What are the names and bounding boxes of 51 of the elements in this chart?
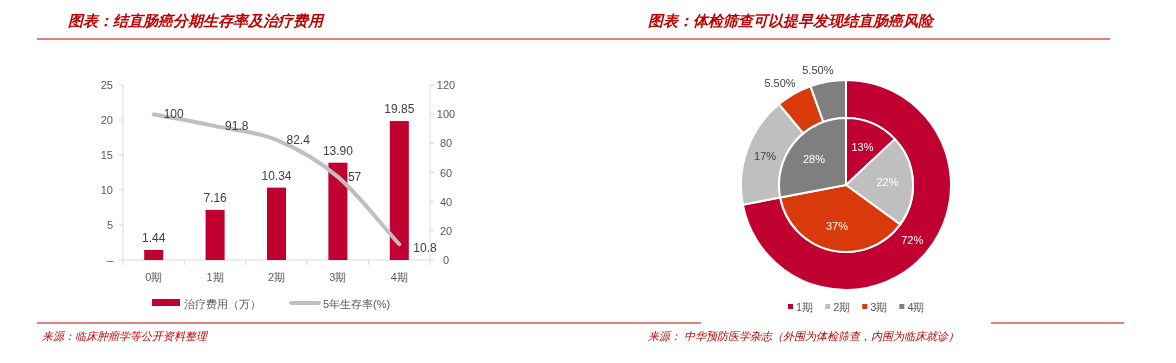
y-tick-label: 15 bbox=[100, 149, 113, 161]
source-note: 来源：临床肿瘤学等公开资料整理 bbox=[42, 330, 209, 342]
x-tick-label: 1期 bbox=[206, 271, 224, 283]
data-label: 37% bbox=[825, 219, 849, 232]
y2-tick-label: 120 bbox=[436, 79, 456, 91]
bar bbox=[266, 187, 287, 260]
data-label: 100 bbox=[163, 107, 185, 122]
y2-tick-label: 20 bbox=[439, 224, 453, 237]
data-label: 13% bbox=[851, 140, 874, 153]
bar bbox=[144, 249, 164, 260]
data-label: 82.4 bbox=[286, 132, 311, 147]
y-tick-label: – bbox=[106, 254, 114, 266]
y-tick-label: 20 bbox=[100, 114, 113, 126]
bar bbox=[205, 209, 225, 260]
y2-tick-label: 80 bbox=[439, 137, 453, 150]
bar bbox=[389, 121, 409, 260]
y-tick-label: 5 bbox=[106, 219, 113, 231]
y2-tick-label: 100 bbox=[436, 108, 456, 121]
y-tick-label: 10 bbox=[100, 184, 113, 196]
data-label: 10.34 bbox=[261, 168, 292, 183]
legend-label: 5年生存率(%) bbox=[323, 298, 391, 310]
data-label: 1.44 bbox=[142, 230, 166, 245]
legend-label: 3期 bbox=[870, 301, 888, 313]
data-label: 17% bbox=[754, 149, 777, 162]
x-tick-label: 2期 bbox=[267, 271, 286, 283]
y-tick-label: 25 bbox=[100, 79, 113, 91]
legend-label: 治疗费用（万） bbox=[184, 298, 261, 310]
data-label: 28% bbox=[802, 152, 826, 165]
x-tick-label: 0期 bbox=[145, 271, 163, 283]
chart-title: 图表：体检筛查可以提早发现结直肠癌风险 bbox=[648, 12, 935, 29]
data-label: 91.8 bbox=[225, 119, 249, 134]
data-label: 19.85 bbox=[384, 102, 415, 117]
data-label: 72% bbox=[901, 233, 924, 246]
data-label: 57 bbox=[347, 169, 362, 184]
data-label: 7.16 bbox=[203, 190, 228, 205]
legend-label: 4期 bbox=[907, 301, 925, 313]
data-label: 10.8 bbox=[413, 241, 437, 256]
data-label: 5.50% bbox=[764, 77, 796, 90]
x-tick-label: 3期 bbox=[329, 271, 347, 283]
legend-label: 1期 bbox=[796, 301, 814, 313]
y2-tick-label: 60 bbox=[439, 166, 453, 179]
chart-title: 图表：结直肠癌分期生存率及治疗费用 bbox=[68, 12, 325, 29]
bar bbox=[328, 162, 348, 260]
y2-tick-label: 0 bbox=[442, 254, 450, 266]
data-label: 5.50% bbox=[802, 63, 834, 76]
source-note: 来源： 中华预防医学杂志（外围为体检筛查，内围为临床就诊） bbox=[648, 330, 960, 342]
data-label: 22% bbox=[876, 176, 899, 189]
legend-label: 2期 bbox=[833, 301, 851, 313]
y2-tick-label: 40 bbox=[439, 195, 453, 208]
data-label: 13.90 bbox=[322, 143, 354, 158]
x-tick-label: 4期 bbox=[390, 271, 408, 283]
